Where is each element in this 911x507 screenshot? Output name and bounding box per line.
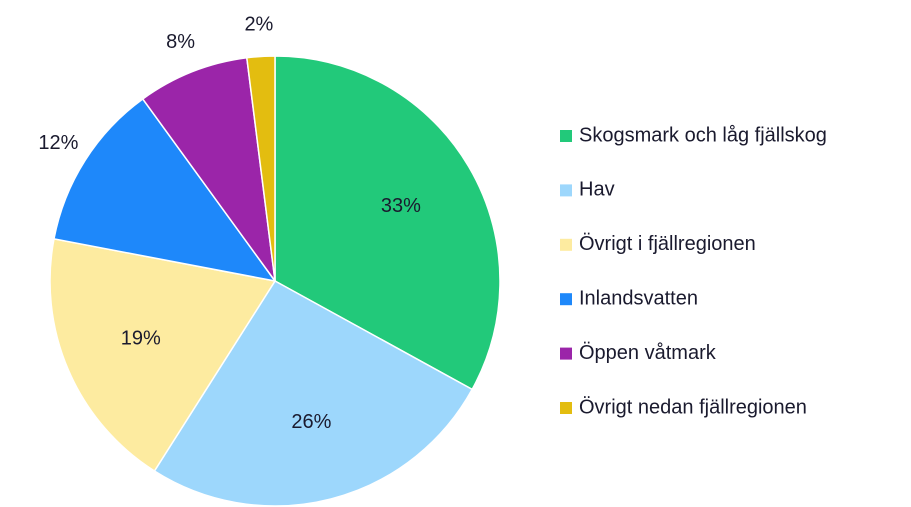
legend-label: Övrigt nedan fjällregionen [579, 396, 807, 418]
pie-slice [153, 280, 474, 507]
legend-swatch [560, 130, 572, 142]
slice-label: 8% [166, 31, 195, 53]
legend-swatch [560, 402, 572, 414]
legend-label: Hav [579, 179, 615, 201]
legend-label: Skogsmark och låg fjällskog [579, 124, 827, 146]
legend-swatch [560, 238, 572, 251]
slice-label: 33% [381, 195, 421, 217]
legend-swatch [560, 347, 572, 360]
pie-slice [53, 97, 277, 283]
slice-label: 26% [291, 411, 331, 433]
legend-swatch [560, 293, 572, 306]
slice-label: 19% [121, 327, 161, 349]
legend-label: Övrigt i fjällregionen [579, 233, 756, 255]
pie-slice [49, 237, 277, 473]
slice-label: 2% [244, 13, 273, 35]
pie-slice [274, 55, 501, 391]
slice-label: 12% [38, 132, 78, 154]
pie-slice [245, 55, 276, 282]
legend-label: Inlandsvatten [579, 287, 698, 309]
legend-label: Öppen våtmark [579, 342, 717, 364]
legend-swatch [560, 184, 572, 197]
pie-slice [141, 56, 276, 282]
